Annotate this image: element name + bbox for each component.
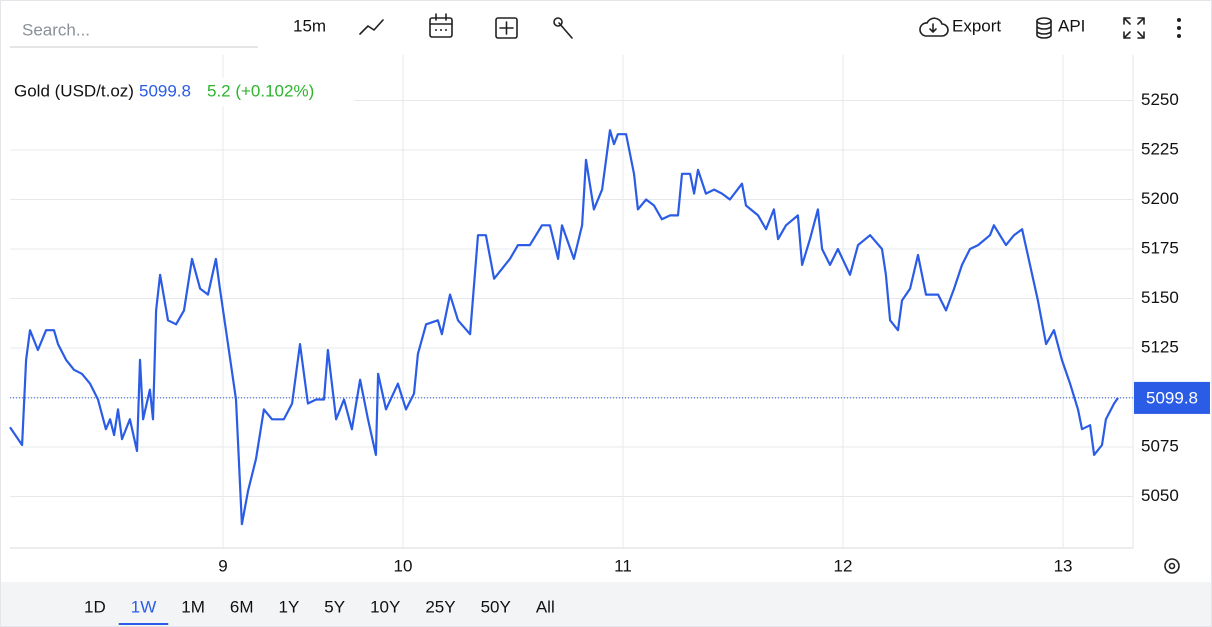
price-line [9,129,1119,526]
y-tick-label: 5200 [1141,189,1179,208]
y-tick-label: 5175 [1141,239,1179,258]
api-button[interactable]: API [1058,16,1085,35]
range-button[interactable]: 5Y [324,597,345,616]
range-button[interactable]: 10Y [370,597,400,616]
add-indicator-icon[interactable] [495,17,518,39]
last-price-label: 5099.8 [1146,388,1198,407]
chart-title: Gold (USD/t.oz) [14,81,134,100]
tools-icon[interactable] [553,17,573,39]
range-button[interactable]: 1M [181,597,205,616]
y-tick-label: 5075 [1141,437,1179,456]
export-button[interactable]: Export [952,16,1001,35]
range-button[interactable]: 25Y [425,597,455,616]
last-price-tag [1134,381,1210,414]
fullscreen-icon[interactable] [1123,17,1145,39]
y-tick-label: 5050 [1141,486,1179,505]
export-icon[interactable] [919,17,949,37]
range-button[interactable]: 1D [84,597,106,616]
x-tick-label: 13 [1054,556,1073,575]
y-tick-label: 5150 [1141,288,1179,307]
calendar-icon[interactable] [429,13,453,38]
interval-button[interactable]: 15m [293,16,326,35]
settings-icon[interactable] [1164,558,1180,574]
api-icon[interactable] [1036,17,1052,39]
legend-bg [8,78,354,106]
range-selected-underline [118,623,169,625]
x-tick-label: 10 [394,556,413,575]
y-tick-label: 5250 [1141,90,1179,109]
range-button[interactable]: 1W [131,597,157,616]
header-change: 5.2 (+0.102%) [207,81,314,100]
range-button[interactable]: 6M [230,597,254,616]
x-tick-label: 12 [834,556,853,575]
search-input[interactable]: Search... [22,20,90,39]
y-tick-label: 5225 [1141,140,1179,159]
range-button[interactable]: 50Y [481,597,511,616]
range-button[interactable]: 1Y [278,597,299,616]
range-button[interactable]: All [536,597,555,616]
range-bar [1,582,1211,626]
menu-icon[interactable] [1177,18,1181,38]
header-price: 5099.8 [139,81,191,100]
chart-type-icon[interactable] [359,19,384,35]
x-tick-label: 11 [614,556,632,575]
y-tick-label: 5125 [1141,338,1179,357]
x-tick-label: 9 [218,556,227,575]
